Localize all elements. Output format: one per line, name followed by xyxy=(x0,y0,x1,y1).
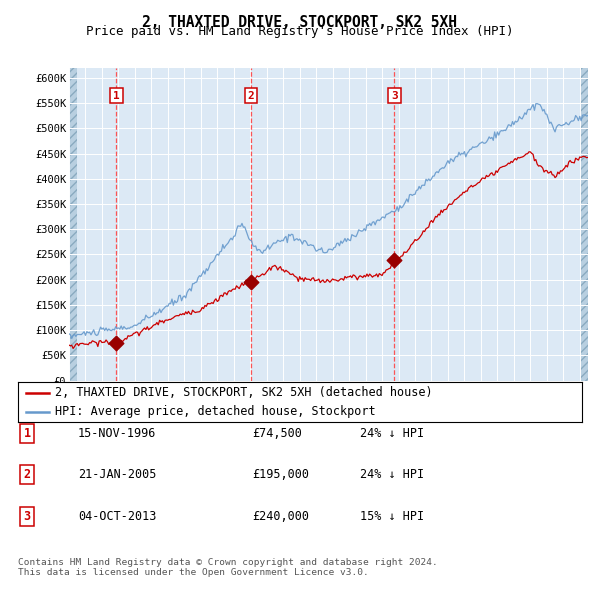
Text: £74,500: £74,500 xyxy=(252,427,302,440)
Text: 04-OCT-2013: 04-OCT-2013 xyxy=(78,510,157,523)
Text: Contains HM Land Registry data © Crown copyright and database right 2024.
This d: Contains HM Land Registry data © Crown c… xyxy=(18,558,438,577)
Text: 2: 2 xyxy=(248,91,254,100)
Text: 3: 3 xyxy=(23,510,31,523)
Text: £195,000: £195,000 xyxy=(252,468,309,481)
Text: 21-JAN-2005: 21-JAN-2005 xyxy=(78,468,157,481)
Text: 2, THAXTED DRIVE, STOCKPORT, SK2 5XH (detached house): 2, THAXTED DRIVE, STOCKPORT, SK2 5XH (de… xyxy=(55,386,432,399)
Text: 2, THAXTED DRIVE, STOCKPORT, SK2 5XH: 2, THAXTED DRIVE, STOCKPORT, SK2 5XH xyxy=(143,15,458,30)
Text: 1: 1 xyxy=(23,427,31,440)
Text: Price paid vs. HM Land Registry's House Price Index (HPI): Price paid vs. HM Land Registry's House … xyxy=(86,25,514,38)
Text: 2: 2 xyxy=(23,468,31,481)
Point xyxy=(389,255,399,264)
Text: 24% ↓ HPI: 24% ↓ HPI xyxy=(360,427,424,440)
Text: 3: 3 xyxy=(391,91,398,100)
Text: £240,000: £240,000 xyxy=(252,510,309,523)
Text: 24% ↓ HPI: 24% ↓ HPI xyxy=(360,468,424,481)
Text: 15-NOV-1996: 15-NOV-1996 xyxy=(78,427,157,440)
Text: HPI: Average price, detached house, Stockport: HPI: Average price, detached house, Stoc… xyxy=(55,405,375,418)
Point xyxy=(246,277,256,287)
Text: 15% ↓ HPI: 15% ↓ HPI xyxy=(360,510,424,523)
Text: 1: 1 xyxy=(113,91,120,100)
Point xyxy=(112,338,121,348)
